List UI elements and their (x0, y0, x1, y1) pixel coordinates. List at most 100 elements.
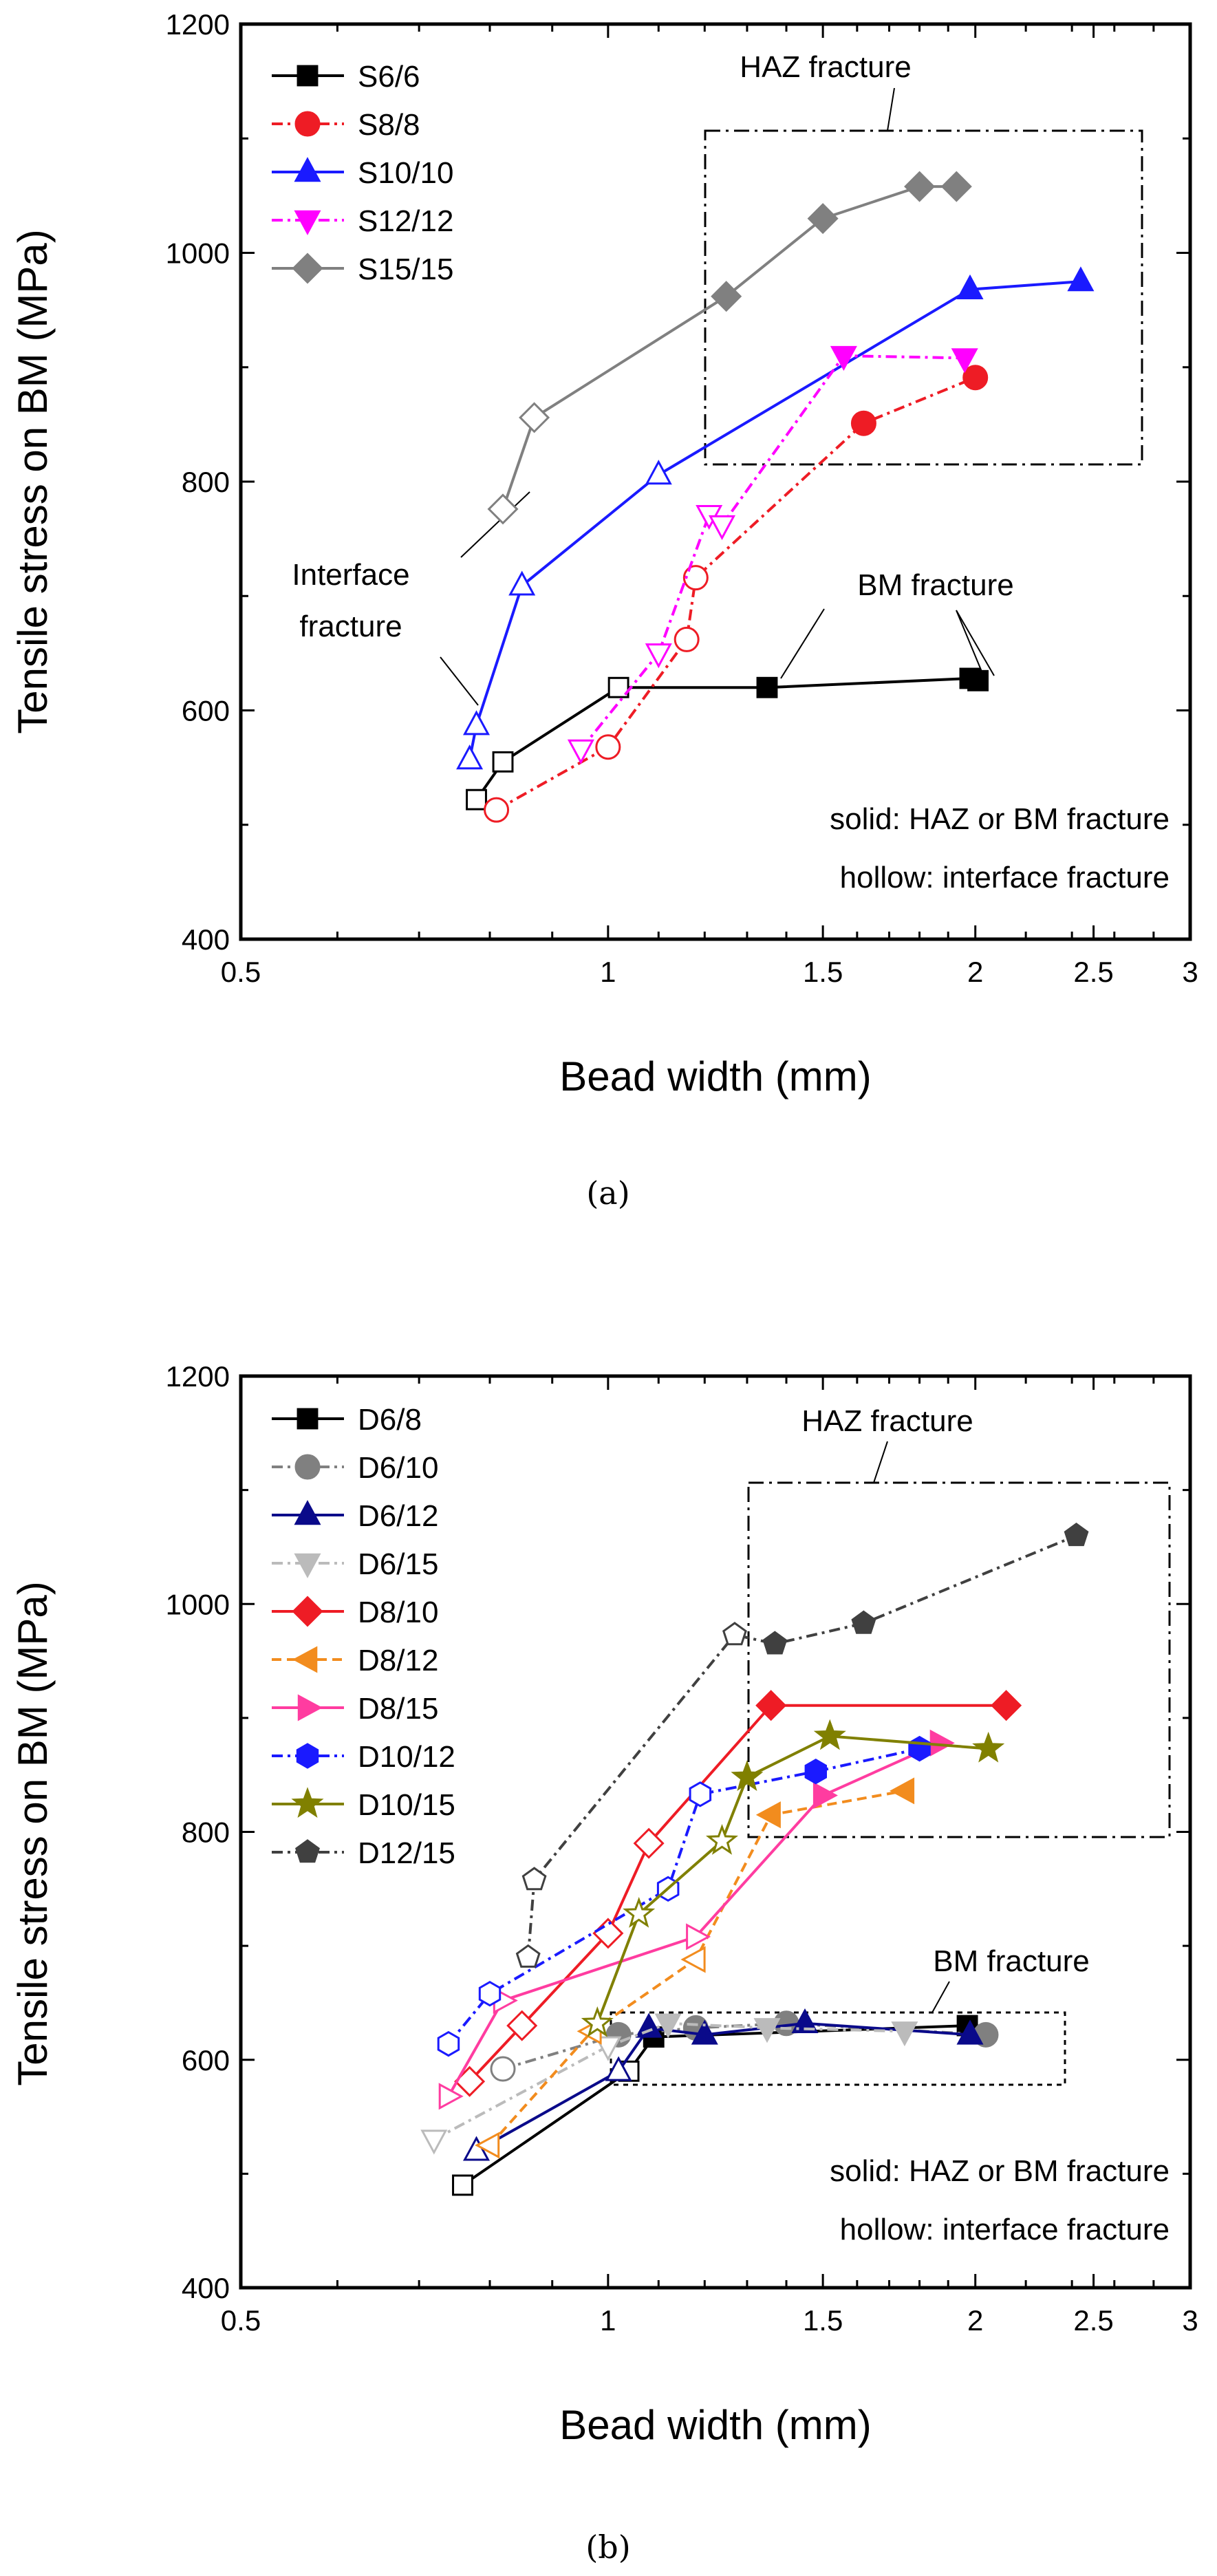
data-point-d10-15 (705, 1823, 739, 1855)
legend-label-d8-10: D8/10 (358, 1596, 438, 1629)
haz-fracture-label: HAZ fracture (740, 50, 911, 84)
legend-marker-d6-8 (297, 1408, 319, 1430)
data-point-d10-12 (437, 2030, 460, 2057)
data-point-d10-12 (804, 1758, 827, 1785)
data-point-d10-12 (478, 1980, 502, 2007)
x-tick-label: 2.5 (1073, 956, 1113, 988)
bm-leader-line (780, 608, 825, 679)
data-point-d12-15 (851, 1610, 876, 1634)
y-tick-label: 600 (182, 695, 230, 727)
legend-label-s6-6: S6/6 (358, 60, 420, 94)
data-point-s6-6 (756, 676, 778, 698)
data-point-s10-10 (1067, 266, 1095, 292)
bm-leader-line (956, 610, 995, 676)
legend-marker-s15-15 (292, 253, 323, 284)
legend-label-d6-8: D6/8 (358, 1403, 422, 1437)
data-point-d10-15 (972, 1731, 1005, 1763)
data-point-d8-15 (438, 2083, 464, 2110)
data-point-d6-15 (891, 2021, 918, 2047)
data-point-d6-12 (635, 2012, 663, 2038)
legend-marker-s10-10 (294, 157, 321, 182)
bm-fracture-label: BM fracture (933, 1944, 1089, 1978)
data-point-s10-10 (956, 274, 984, 299)
x-tick-label: 1.5 (803, 2304, 843, 2337)
data-point-s8-8 (682, 565, 709, 591)
y-tick-label: 400 (182, 923, 230, 956)
y-tick-label: 800 (182, 1816, 230, 1849)
data-point-d10-12 (908, 1735, 931, 1762)
data-point-s6-6 (492, 751, 514, 773)
haz-leader-line (873, 1441, 888, 1483)
note-hollow: hollow: interface fracture (840, 861, 1170, 894)
interface-leader-line (460, 491, 530, 558)
data-point-s8-8 (595, 734, 621, 760)
y-tick-label: 1000 (166, 237, 230, 270)
data-point-d12-15 (1064, 1523, 1089, 1547)
x-tick-labels: 0.5 1 1.5 2 2.5 3 (221, 956, 1198, 988)
data-point-d6-15 (753, 2018, 781, 2043)
haz-leader-line (887, 87, 895, 131)
x-tick-label: 2 (967, 956, 983, 988)
legend-marker-d8-15 (297, 1694, 323, 1721)
y-tick-label: 800 (182, 466, 230, 498)
y-tick-labels: 400 600 800 1000 1200 (166, 8, 230, 956)
data-point-s15-15 (940, 171, 972, 202)
panel-b: 400 600 800 1000 1200 0.5 1 1.5 2 2.5 3 Tensile s… (10, 1360, 1198, 2566)
series-line-d12-15 (526, 1534, 1077, 1957)
data-point-d6-12 (605, 2056, 632, 2081)
data-point-d6-12 (791, 2008, 819, 2033)
legend: S6/6 S8/8 S10/10 S12/12 S15/15 (272, 60, 453, 286)
y-tick-label: 1200 (166, 8, 230, 41)
axis-ticks (239, 23, 1192, 941)
series-line-s8-8 (495, 376, 976, 811)
data-point-s12-12 (645, 643, 672, 669)
x-tick-label: 3 (1182, 2304, 1198, 2337)
data-point-s10-10 (462, 710, 491, 736)
legend-label-d6-10: D6/10 (358, 1451, 438, 1485)
data-point-d6-15 (654, 2013, 682, 2039)
x-axis-label: Bead width (mm) (559, 1053, 871, 1099)
data-point-s6-6 (466, 788, 487, 811)
legend-marker-d10-12 (296, 1743, 319, 1769)
bm-fracture-box (610, 2011, 1066, 2086)
data-point-d10-15 (581, 2006, 614, 2037)
data-point-d8-15 (686, 1923, 711, 1951)
data-point-d8-12 (890, 1777, 915, 1805)
data-point-s8-8 (962, 365, 989, 391)
data-point-d8-15 (812, 1781, 838, 1810)
legend-label-s12-12: S12/12 (358, 204, 453, 238)
data-point-s8-8 (674, 626, 700, 652)
data-point-d6-8 (452, 2174, 473, 2196)
interface-fracture-label-line2: fracture (299, 610, 402, 643)
series-line-d6-12 (475, 2021, 971, 2153)
data-point-s12-12 (708, 515, 736, 541)
x-tick-labels: 0.5 1 1.5 2 2.5 3 (221, 2304, 1198, 2337)
data-point-d12-15 (515, 1944, 541, 1968)
legend-marker-d6-10 (294, 1454, 321, 1480)
haz-fracture-box (747, 1481, 1171, 1838)
y-tick-label: 600 (182, 2044, 230, 2076)
panel-caption: (b) (585, 2529, 630, 2566)
x-tick-label: 1 (600, 956, 616, 988)
data-point-d6-15 (420, 2129, 448, 2155)
legend-marker-d6-12 (294, 1500, 321, 1525)
panel-caption: (a) (586, 1174, 629, 1212)
data-point-d8-10 (991, 1690, 1022, 1721)
data-point-d12-15 (762, 1631, 788, 1655)
data-point-s6-6 (967, 669, 989, 691)
y-tick-label: 1000 (166, 1588, 230, 1620)
data-point-d12-15 (722, 1622, 747, 1646)
y-axis-label: Tensile stress on BM (MPa) (10, 229, 56, 734)
data-point-s8-8 (484, 797, 510, 823)
legend-label-d6-12: D6/12 (358, 1499, 438, 1533)
legend: D6/8 D6/10 D6/12 D6/15 D8/10 D8/12 D8/15 D10/12… (272, 1403, 455, 1870)
series-group (420, 1523, 1089, 2196)
data-point-d8-15 (929, 1729, 955, 1757)
legend-marker-d8-10 (292, 1596, 323, 1627)
data-point-s10-10 (645, 460, 672, 485)
panel-a: 400 600 800 1000 1200 0.5 1 1.5 2 2.5 3 Tensile s… (10, 8, 1198, 1212)
note-solid: solid: HAZ or BM fracture (830, 2154, 1170, 2188)
y-axis-label: Tensile stress on BM (MPa) (10, 1581, 56, 2086)
data-point-d12-15 (521, 1867, 547, 1891)
legend-label-d10-12: D10/12 (358, 1740, 455, 1774)
